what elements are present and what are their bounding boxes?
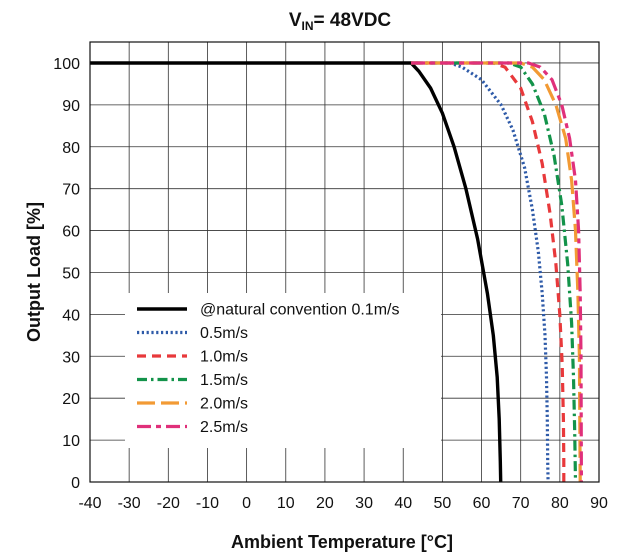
- chart-title-main: V: [289, 10, 302, 31]
- legend-label: 0.5m/s: [200, 325, 248, 342]
- y-axis-label: Output Load [%]: [24, 202, 44, 342]
- legend-label: 1.0m/s: [200, 349, 248, 366]
- plot-frame: [89, 41, 600, 483]
- legend: @natural convention 0.1m/s 0.5m/s 1.0m/s 1.…: [125, 293, 441, 448]
- series-line-3: [411, 61, 566, 482]
- x-tick-label: 60: [473, 495, 491, 512]
- series-line-2: [411, 61, 550, 483]
- x-tick-label: -30: [118, 495, 141, 512]
- y-tick-label: 70: [62, 182, 80, 199]
- x-tick-label: 0: [242, 495, 251, 512]
- x-axis-ticks: -40 -30 -20 -10 0 10 20 30 40 50 60 70 80 90: [78, 495, 608, 512]
- y-tick-label: 40: [62, 307, 80, 324]
- y-tick-label: 0: [71, 475, 80, 492]
- series-line-1: [90, 61, 503, 483]
- chart-title-subscript: IN: [302, 19, 314, 33]
- series-line-6: [411, 61, 583, 483]
- series-line-4: [411, 61, 578, 483]
- legend-label: 2.0m/s: [200, 396, 248, 413]
- x-tick-label: 20: [316, 495, 334, 512]
- y-tick-label: 30: [62, 349, 80, 366]
- y-tick-label: 20: [62, 391, 80, 408]
- x-tick-label: 70: [512, 495, 530, 512]
- legend-box: [125, 293, 441, 448]
- y-tick-label: 100: [53, 56, 80, 73]
- x-tick-label: -10: [196, 495, 219, 512]
- y-tick-label: 60: [62, 224, 80, 241]
- y-tick-label: 80: [62, 140, 80, 157]
- x-tick-label: 40: [394, 495, 412, 512]
- x-tick-label: 50: [433, 495, 451, 512]
- x-tick-label: 90: [590, 495, 608, 512]
- x-tick-label: -20: [157, 495, 180, 512]
- y-tick-label: 90: [62, 98, 80, 115]
- chart-title-rest: = 48VDC: [314, 10, 392, 31]
- legend-label: 2.5m/s: [200, 419, 248, 436]
- y-tick-label: 50: [62, 265, 80, 282]
- x-tick-label: 30: [355, 495, 373, 512]
- x-tick-label: 80: [551, 495, 569, 512]
- x-tick-label: 10: [277, 495, 295, 512]
- y-tick-label: 10: [62, 433, 80, 450]
- legend-label: @natural convention 0.1m/s: [200, 302, 399, 319]
- x-tick-label: -40: [78, 495, 101, 512]
- chart-title: VIN= 48VDC: [289, 10, 392, 33]
- series-line-5: [411, 61, 582, 483]
- series-group: [90, 61, 583, 483]
- y-axis-ticks: 0 10 20 30 40 50 60 70 80 90 100: [53, 56, 80, 492]
- legend-label: 1.5m/s: [200, 372, 248, 389]
- x-axis-label: Ambient Temperature [°C]: [231, 532, 453, 552]
